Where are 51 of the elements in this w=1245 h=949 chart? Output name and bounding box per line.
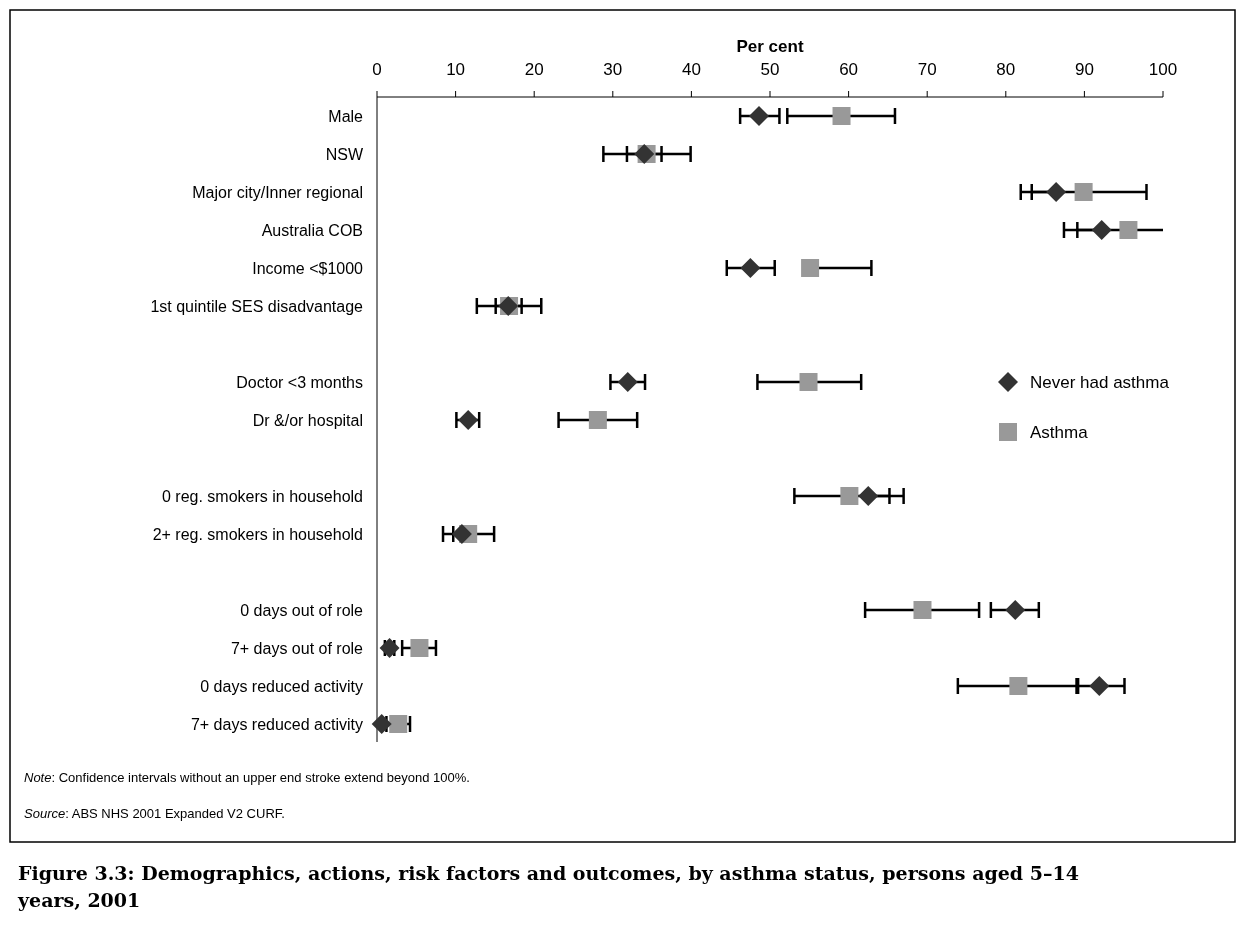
x-tick-label: 10: [446, 60, 466, 79]
point: [371, 714, 392, 734]
x-tick-label: 60: [839, 60, 859, 79]
point: [1074, 183, 1093, 201]
point: [410, 639, 429, 657]
x-tick-label: 70: [917, 60, 937, 79]
point: [1005, 600, 1026, 620]
y-tick-label: Income <$1000: [252, 259, 364, 277]
y-tick-label: Australia COB: [261, 221, 363, 239]
point: [1089, 676, 1110, 696]
x-tick-label: 50: [760, 60, 780, 79]
source-note: Source: ABS NHS 2001 Expanded V2 CURF.: [24, 806, 285, 821]
x-axis-title: Per cent: [736, 37, 804, 56]
x-tick-label: 20: [524, 60, 544, 79]
point: [913, 601, 932, 619]
point: [740, 258, 761, 278]
text: Figure 3.3: Demographics, actions, risk factors and outcomes, by asthma status, persons aged 5–14 years, 2001: [17, 862, 1079, 911]
x-tick-label: 90: [1074, 60, 1094, 79]
y-tick-label: 0 reg. smokers in household: [162, 487, 363, 505]
y-tick-label: 7+ days reduced activity: [190, 715, 363, 733]
point: [749, 106, 769, 126]
x-tick-label: 80: [996, 60, 1016, 79]
point: [1091, 220, 1112, 240]
point: [799, 373, 818, 391]
y-tick-label: Dr &/or hospital: [252, 411, 363, 429]
y-tick-label: NSW: [325, 145, 364, 163]
point: [832, 107, 851, 125]
y-tick-label: 0 days reduced activity: [200, 677, 363, 695]
point: [588, 411, 607, 429]
y-tick-label: 7+ days out of role: [230, 639, 364, 657]
point: [451, 524, 472, 544]
y-tick-label: 1st quintile SES disadvantage: [150, 297, 364, 315]
point: [1009, 677, 1028, 695]
x-tick-label: 40: [681, 60, 701, 79]
text: Note: Confidence intervals without an upper end stroke extend beyond 100%.: [24, 770, 470, 785]
point: [801, 259, 820, 277]
x-tick-label: 100: [1148, 60, 1178, 79]
point: [858, 486, 879, 506]
y-tick-label: Major city/Inner regional: [192, 183, 363, 201]
x-tick-label: 0: [372, 60, 382, 79]
y-tick-label: Doctor <3 months: [236, 373, 363, 391]
point: [617, 372, 638, 392]
point: [1046, 182, 1067, 202]
y-tick-label: 0 days out of role: [240, 601, 364, 619]
y-tick-label: Male: [328, 107, 364, 125]
point: [1119, 221, 1138, 239]
legend-label: Asthma: [1030, 422, 1089, 442]
x-tick-label: 30: [603, 60, 623, 79]
y-tick-label: 2+ reg. smokers in household: [152, 525, 363, 543]
legend-label: Never had asthma: [1030, 372, 1170, 392]
point: [840, 487, 859, 505]
